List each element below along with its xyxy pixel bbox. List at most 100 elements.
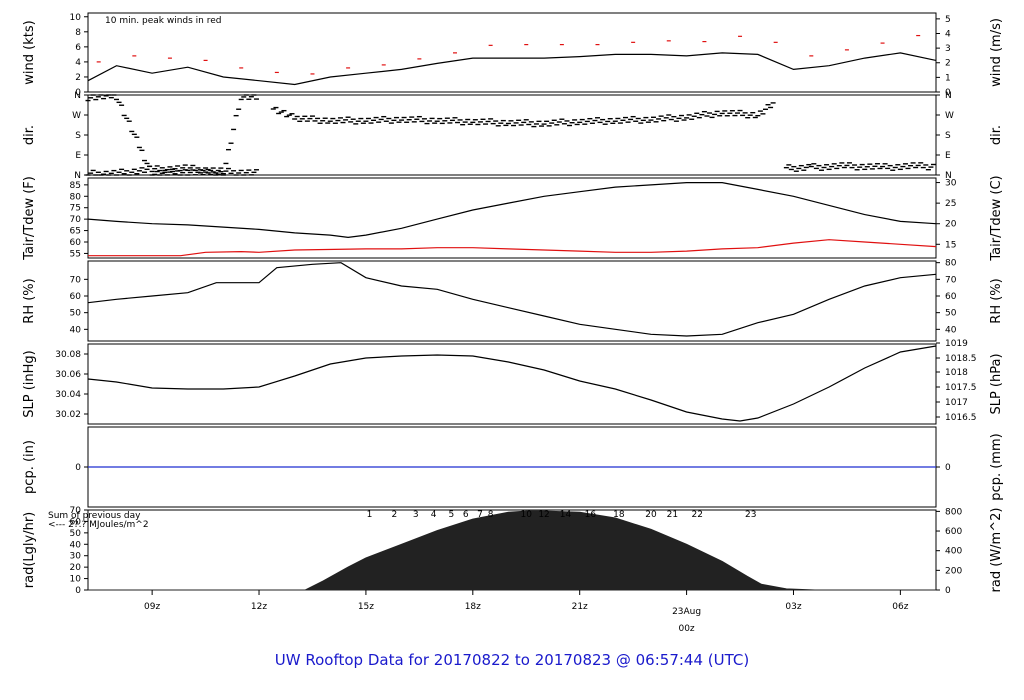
x-axis: 09z 12z 15z 18z 21z 03z 06z 23Aug 00z: [144, 590, 909, 634]
right-tick-label: 800: [945, 507, 962, 517]
left-tick-label: 20: [70, 563, 82, 573]
panel-frame: [87, 343, 937, 425]
footer-title: UW Rooftop Data for 20170822 to 20170823…: [275, 651, 749, 669]
ylabel-right: rad (W/m^2): [989, 508, 1004, 593]
right-tick-label: 1017.5: [945, 383, 977, 393]
ylabel-right: RH (%): [989, 278, 1004, 323]
series-group: [87, 262, 937, 337]
x-tick-label: 06z: [892, 602, 908, 612]
rad-hour-label: 2: [392, 510, 398, 520]
x-tick-label: 21z: [572, 602, 588, 612]
left-tick-label: 50: [70, 309, 82, 319]
left-tick-label: N: [74, 91, 81, 101]
left-tick-label: N: [74, 171, 81, 181]
rad-hour-label: 22: [692, 510, 703, 520]
rad-hour-label: 10: [521, 510, 533, 520]
ylabel-right: pcp. (mm): [989, 433, 1004, 500]
left-tick-label: 60: [70, 292, 82, 302]
left-tick-label: 70: [70, 275, 82, 285]
left-tick-label: 70: [70, 215, 82, 225]
left-tick-label: 60: [70, 238, 82, 248]
right-tick-label: S: [945, 131, 951, 141]
right-tick-label: 1019: [945, 339, 968, 349]
left-tick-label: 30.04: [55, 390, 81, 400]
right-tick-label: 1018: [945, 368, 968, 378]
right-axis: 0 200 400 600 800: [936, 507, 962, 596]
left-axis: 30.02 30.04 30.06 30.08: [55, 350, 88, 420]
right-tick-label: 1017: [945, 398, 968, 408]
x-tick-label: 12z: [251, 602, 267, 612]
right-tick-label: 0: [945, 463, 951, 473]
right-tick-label: 80: [945, 259, 957, 269]
right-axis: 15 20 25 30: [936, 179, 957, 250]
panel-rad: 0102030405060700200400600800rad(Lgly/hr)…: [22, 506, 1004, 596]
right-tick-label: 40: [945, 325, 957, 335]
rad-hour-label: 12: [538, 510, 549, 520]
panel-frame: [87, 94, 937, 176]
x-tick-label: 03z: [785, 602, 801, 612]
right-tick-label: 20: [945, 220, 957, 230]
ylabel-right: dir.: [989, 125, 1004, 145]
series-group: [87, 34, 937, 86]
right-tick-label: 200: [945, 566, 962, 576]
right-tick-label: 2: [945, 59, 951, 69]
x-tick-label: 18z: [465, 602, 481, 612]
right-axis: 40 50 60 70 80: [936, 259, 957, 335]
right-tick-label: W: [945, 111, 954, 121]
rad-hour-label: 23: [745, 510, 756, 520]
ylabel-right: wind (m/s): [989, 18, 1004, 87]
right-tick-label: 5: [945, 15, 951, 25]
right-tick-label: 1: [945, 73, 951, 83]
left-tick-label: 0: [75, 586, 81, 596]
right-tick-label: 4: [945, 29, 951, 39]
rad-hour-label: 8: [488, 510, 494, 520]
series-group: [88, 510, 936, 591]
left-tick-label: 30: [70, 552, 82, 562]
right-tick-label: N: [945, 91, 952, 101]
panel-pcp: 0 0 pcp. (in) pcp. (mm): [22, 426, 1004, 508]
left-tick-label: S: [75, 131, 81, 141]
x-tick-label: 15z: [358, 602, 374, 612]
left-tick-label: 50: [70, 529, 82, 539]
left-tick-label: 2: [75, 73, 81, 83]
rad-hour-label: 6: [463, 510, 469, 520]
left-axis: 0: [75, 463, 88, 473]
panel-frame: [87, 260, 937, 342]
panel-frame: [87, 12, 937, 93]
rad-annotation-line: Sum of previous day: [48, 511, 141, 521]
ylabel-left: Tair/Tdew (F): [22, 176, 37, 261]
ylabel-left: RH (%): [22, 278, 37, 323]
left-tick-label: 30.02: [55, 410, 81, 420]
left-tick-label: 8: [75, 28, 81, 38]
series-tdew: [88, 239, 937, 257]
panel-rh: 40 50 60 70 40 50 60 70 80 RH (%) RH (%): [22, 259, 1004, 342]
rad-hour-label: 1: [367, 510, 373, 520]
date-marker-time: 00z: [678, 624, 694, 634]
left-tick-label: 40: [70, 540, 82, 550]
right-tick-label: 0: [945, 88, 951, 98]
rad-hour-label: 18: [613, 510, 625, 520]
ylabel-right: SLP (hPa): [989, 353, 1004, 414]
ylabel-right: Tair/Tdew (C): [989, 175, 1004, 261]
rad-hour-label: 16: [585, 510, 597, 520]
left-axis: 40 50 60 70: [70, 275, 88, 335]
series-group: [87, 345, 937, 422]
right-tick-label: 1016.5: [945, 413, 977, 423]
rad-hour-label: 20: [645, 510, 657, 520]
rad-hour-label: 4: [431, 510, 437, 520]
panel-slp: 30.02 30.04 30.06 30.08 1016.5 1017 1017.5 1018…: [22, 339, 1004, 425]
right-tick-label: 3: [945, 44, 951, 54]
left-tick-label: 6: [75, 43, 81, 53]
left-tick-label: 70: [70, 506, 82, 516]
left-tick-label: 65: [70, 227, 81, 237]
ylabel-left: wind (kts): [22, 20, 37, 84]
right-tick-label: 15: [945, 240, 956, 250]
